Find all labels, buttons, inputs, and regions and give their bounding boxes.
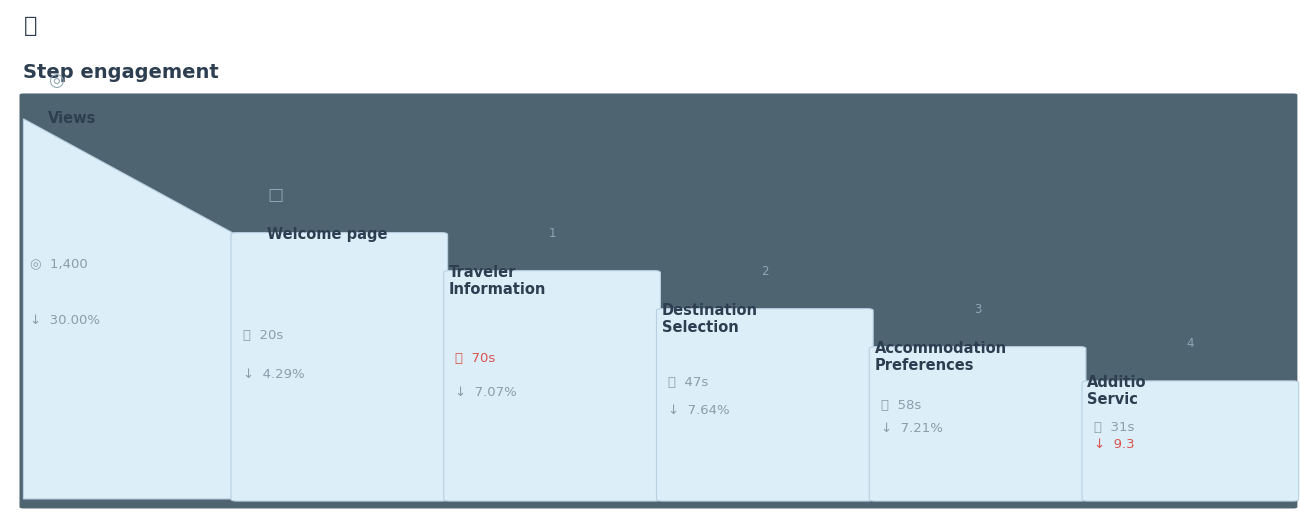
Text: Views: Views (48, 111, 96, 126)
Text: ⏱  20s: ⏱ 20s (243, 328, 283, 342)
Text: 1: 1 (549, 227, 556, 240)
Text: ⧉: ⧉ (23, 16, 36, 36)
Text: ☐: ☐ (266, 188, 283, 206)
Text: ↓  4.29%: ↓ 4.29% (243, 369, 304, 381)
Text: Traveler
Information: Traveler Information (448, 265, 546, 297)
Text: 2: 2 (760, 265, 768, 278)
Text: ◎  1,400: ◎ 1,400 (30, 257, 87, 270)
Text: ↓  30.00%: ↓ 30.00% (30, 314, 100, 327)
Text: Accommodation
Preferences: Accommodation Preferences (875, 341, 1006, 373)
Text: ↓  9.3: ↓ 9.3 (1093, 438, 1135, 451)
Text: ⏱  31s: ⏱ 31s (1093, 421, 1134, 433)
Text: ⏱  70s: ⏱ 70s (455, 352, 495, 365)
Text: Destination
Selection: Destination Selection (662, 303, 758, 335)
Text: Step engagement: Step engagement (23, 63, 220, 82)
Text: Welcome page: Welcome page (266, 227, 387, 242)
Text: ⏱  58s: ⏱ 58s (881, 399, 922, 412)
Text: ⏱  47s: ⏱ 47s (668, 376, 709, 389)
Text: ◎: ◎ (48, 72, 64, 90)
Text: ↓  7.21%: ↓ 7.21% (881, 422, 942, 435)
Text: ↓  7.07%: ↓ 7.07% (455, 386, 517, 399)
Text: Additio
Servic: Additio Servic (1087, 375, 1147, 408)
Text: ↓  7.64%: ↓ 7.64% (668, 404, 729, 417)
Text: 4: 4 (1187, 337, 1195, 350)
Text: 3: 3 (974, 303, 982, 316)
